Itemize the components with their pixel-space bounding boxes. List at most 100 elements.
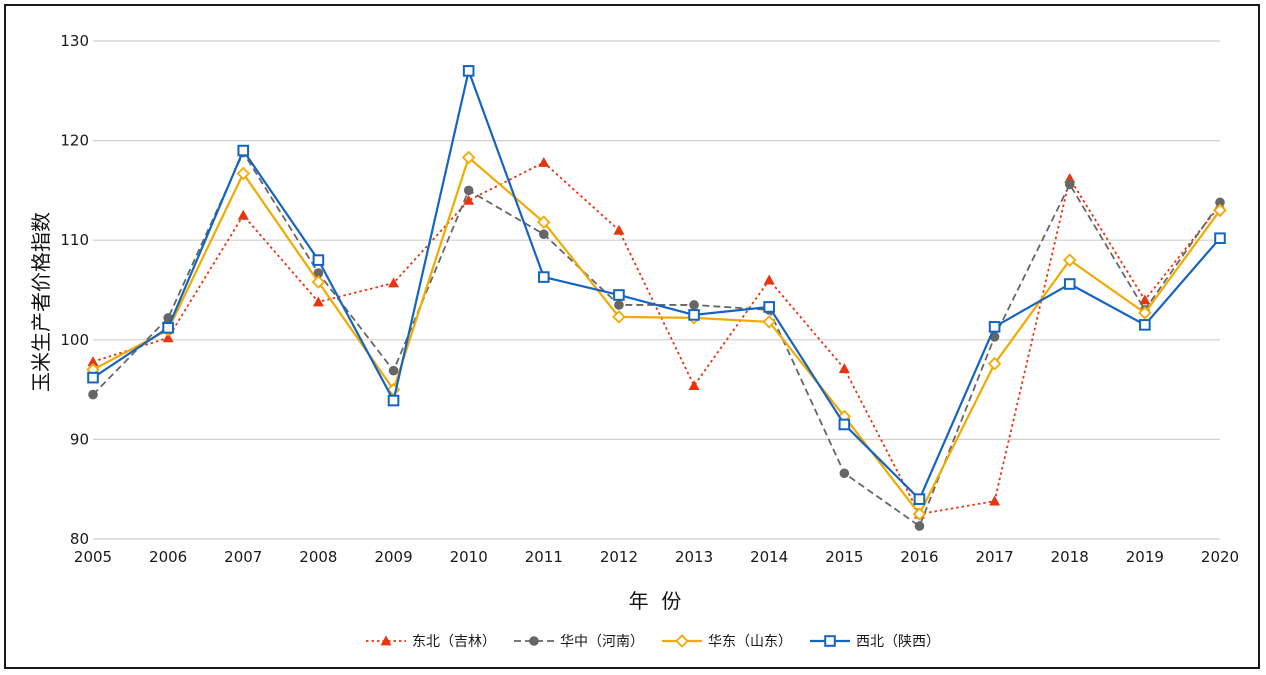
data-point-marker [763,301,776,313]
x-tick-label: 2014 [750,548,788,566]
y-tick-label: 80 [70,530,89,548]
data-point-marker [838,363,850,374]
x-tick-label: 2017 [976,548,1014,566]
data-point-marker [529,636,539,646]
data-point-marker [675,634,689,648]
x-tick-label: 2013 [675,548,713,566]
data-point-marker [1063,278,1076,290]
data-point-marker [1064,172,1076,183]
series-2 [86,150,1227,521]
data-point-marker [1214,232,1226,245]
data-point-marker [762,315,776,329]
series-group [86,65,1227,531]
x-tick-label: 2010 [450,548,488,566]
data-point-marker [88,389,98,400]
legend: 东北（吉林） 华中（河南） 华东（山东） 西北（陕西） [366,634,940,650]
chart-frame [4,4,1260,669]
data-point-marker [236,166,251,181]
series-0 [87,157,1226,519]
y-tick-labels: 80 90 100 110 120 130 [60,32,89,548]
x-tick-label: 2006 [149,548,187,566]
legend-item: 西北（陕西） [810,634,940,650]
legend-item: 华东（山东） [662,634,792,650]
x-axis-title: 年 份 [629,589,682,613]
legend-item: 东北（吉林） [366,634,496,650]
data-point-marker [312,296,324,307]
data-point-marker [1064,179,1075,190]
data-point-marker [688,380,700,391]
data-point-marker [913,493,926,505]
legend-item: 华中（河南） [514,634,644,650]
data-point-marker [1138,306,1152,320]
series-line [92,156,1221,516]
data-point-marker [388,277,400,288]
y-axis-title: 玉米生产者价格指数 [29,212,53,392]
data-point-marker [989,495,1001,506]
data-point-marker [1062,253,1077,267]
data-point-marker [237,209,249,220]
data-point-marker [461,150,476,165]
data-point-marker [914,521,925,531]
data-point-marker [380,635,392,646]
data-point-marker [1213,203,1227,218]
data-point-marker [912,507,927,521]
y-tick-label: 110 [60,231,89,249]
data-point-marker [463,194,475,205]
data-point-marker [87,356,99,367]
y-tick-label: 130 [60,32,89,50]
series-line [92,161,1221,515]
x-tick-label: 2009 [374,548,412,566]
data-point-marker [387,394,400,407]
data-point-marker [612,310,626,324]
y-tick-label: 100 [60,331,89,349]
gridlines [93,40,1220,540]
x-tick-label: 2011 [525,548,563,566]
data-point-marker [538,157,550,167]
data-point-marker [537,215,551,230]
data-point-marker [463,185,474,196]
series-line [92,69,1221,501]
data-point-marker [388,365,399,376]
data-point-marker [988,321,1001,333]
data-point-marker [1139,319,1151,331]
data-point-marker [838,418,851,431]
data-point-marker [87,371,99,384]
data-point-marker [162,332,174,343]
data-point-marker [614,300,624,310]
data-point-marker [538,271,550,283]
series-3 [87,65,1226,505]
x-tick-label: 2018 [1051,548,1089,566]
data-point-marker [824,635,836,647]
data-point-marker [613,289,625,301]
x-tick-labels: 2005 2006 2007 2008 2009 2010 2011 2012 2013 2014… [74,548,1239,566]
legend-label: 华东（山东） [708,634,792,650]
data-point-marker [689,300,699,310]
data-point-marker [462,65,475,77]
data-point-marker [312,254,325,266]
x-tick-label: 2020 [1201,548,1239,566]
legend-label: 东北（吉林） [412,634,496,650]
series-line [92,151,1221,527]
y-tick-label: 90 [70,430,89,448]
x-tick-label: 2015 [825,548,863,566]
x-tick-label: 2008 [299,548,337,566]
x-tick-label: 2016 [900,548,938,566]
data-point-marker [313,268,324,278]
data-point-marker [613,224,625,235]
data-point-marker [839,468,850,479]
legend-label: 华中（河南） [560,634,644,650]
data-point-marker [1139,294,1151,305]
data-point-marker [162,322,174,334]
data-point-marker [688,309,700,321]
data-point-marker [237,144,250,157]
x-tick-label: 2007 [224,548,262,566]
x-tick-label: 2019 [1126,548,1164,566]
x-tick-label: 2012 [600,548,638,566]
legend-label: 西北（陕西） [856,634,940,650]
data-point-marker [311,275,326,289]
data-point-marker [763,274,775,285]
y-tick-label: 120 [60,132,89,150]
data-point-marker [1215,197,1225,208]
data-point-marker [987,356,1002,371]
